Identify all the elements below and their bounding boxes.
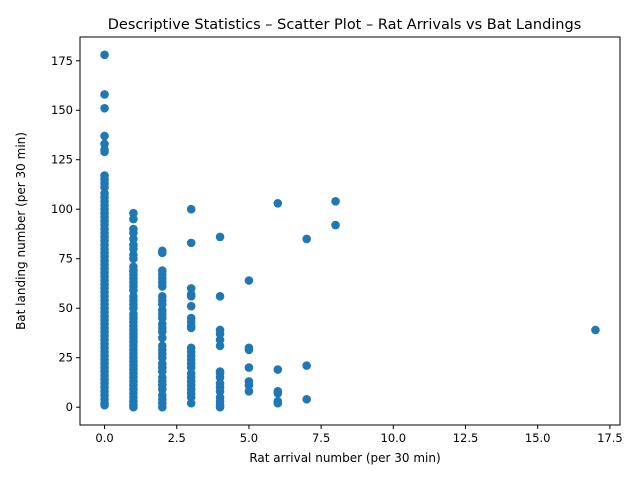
data-point: [186, 204, 196, 214]
x-tick-label: 2.5: [168, 431, 186, 445]
x-tick-label: 12.5: [453, 431, 479, 445]
data-point: [244, 387, 254, 396]
data-point: [273, 365, 283, 374]
data-point: [186, 398, 196, 408]
data-point: [302, 394, 311, 404]
data-point: [129, 214, 138, 224]
y-axis: 0 25 50 75 100 125 150 175: [51, 54, 80, 414]
y-tick-label: 25: [58, 351, 73, 365]
data-point: [129, 286, 138, 295]
data-point: [273, 389, 283, 398]
data-point: [100, 139, 109, 149]
data-point: [100, 103, 109, 113]
y-tick-label: 125: [51, 153, 73, 167]
data-point: [129, 228, 138, 238]
data-point: [186, 238, 196, 248]
y-tick-label: 175: [51, 54, 73, 68]
data-point: [158, 353, 167, 362]
data-point: [186, 392, 196, 402]
data-point: [158, 333, 167, 343]
data-point: [215, 335, 225, 345]
x-tick-label: 5.0: [240, 431, 258, 445]
data-point: [129, 402, 138, 412]
data-point: [244, 345, 254, 355]
data-point: [331, 197, 340, 206]
data-point: [273, 198, 283, 208]
data-point: [244, 363, 254, 372]
data-point: [158, 367, 167, 376]
data-point: [100, 131, 109, 141]
y-axis-label: Bat landing number (per 30 min): [14, 132, 28, 330]
data-point: [129, 234, 138, 244]
data-point: [100, 400, 109, 410]
data-point: [331, 220, 340, 230]
y-tick-label: 50: [58, 301, 73, 315]
data-point: [129, 208, 138, 218]
data-points: [100, 50, 600, 412]
data-point: [158, 248, 167, 258]
y-tick-label: 150: [51, 103, 73, 117]
data-point: [100, 183, 109, 192]
data-point: [186, 284, 196, 293]
data-point: [186, 292, 196, 301]
x-tick-label: 0.0: [95, 431, 113, 445]
data-point: [215, 232, 225, 242]
data-point: [591, 325, 600, 335]
data-point: [129, 254, 138, 264]
x-axis-label: Rat arrival number (per 30 min): [249, 451, 440, 465]
data-point: [302, 234, 311, 244]
data-point: [215, 292, 225, 301]
data-point: [302, 361, 311, 370]
data-point: [158, 402, 167, 412]
data-point: [215, 329, 225, 339]
data-point: [215, 373, 225, 382]
x-tick-label: 10.0: [381, 431, 407, 445]
data-point: [215, 402, 225, 412]
data-point: [186, 301, 196, 311]
y-tick-label: 75: [58, 252, 73, 266]
data-point: [129, 244, 138, 254]
data-point: [215, 387, 225, 396]
data-point: [244, 276, 254, 285]
data-point: [186, 323, 196, 333]
data-point: [129, 303, 138, 313]
y-tick-label: 100: [51, 202, 73, 216]
data-point: [100, 50, 109, 60]
data-point: [158, 299, 167, 309]
y-tick-label: 0: [66, 400, 73, 414]
plot-frame: [79, 36, 621, 426]
data-point: [158, 313, 167, 323]
x-axis: 0.0 2.5 5.0 7.5 10.0 12.5 15.0 17.5: [95, 425, 623, 445]
data-point: [215, 341, 225, 351]
data-point: [100, 147, 109, 157]
data-point: [158, 327, 167, 337]
x-tick-label: 17.5: [597, 431, 623, 445]
data-point: [273, 398, 283, 408]
x-tick-label: 15.0: [525, 431, 551, 445]
data-point: [244, 381, 254, 390]
data-point: [100, 90, 109, 99]
data-point: [158, 282, 167, 291]
chart-title: Descriptive Statistics – Scatter Plot – …: [108, 17, 582, 33]
data-point: [186, 363, 196, 372]
data-point: [158, 385, 167, 394]
x-tick-label: 7.5: [312, 431, 330, 445]
